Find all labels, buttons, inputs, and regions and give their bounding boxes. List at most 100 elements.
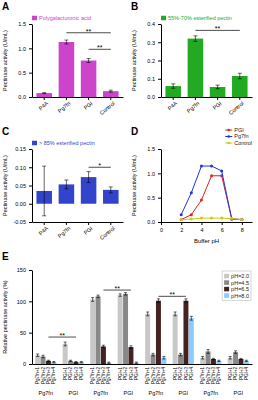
legend: Polygalacturonic acid — [32, 15, 91, 21]
legend-entry: pH=6.5 — [224, 286, 249, 292]
tick-mark — [29, 73, 32, 74]
point — [240, 218, 243, 221]
x-axis: 02468 — [160, 222, 253, 233]
tick-mark — [29, 48, 32, 49]
tick-label: Pg7fn — [57, 100, 72, 114]
bar-label: PGI+2 — [68, 367, 73, 380]
bar — [216, 361, 221, 364]
legend-entry: > 85% esterified pectin — [32, 140, 95, 146]
point — [210, 217, 213, 220]
bar — [173, 314, 178, 364]
tick: 6 — [221, 222, 224, 233]
tick: PGI — [212, 97, 223, 111]
tick-mark — [158, 61, 161, 62]
tick-label: 0.0 — [147, 219, 155, 225]
error-bar — [174, 312, 177, 316]
bar — [211, 359, 216, 364]
x-axis: P4APg7fnPGIControl — [162, 97, 253, 116]
tick-mark — [110, 97, 111, 100]
bar — [106, 363, 111, 364]
error-bar — [36, 354, 39, 357]
line — [181, 176, 242, 220]
tick-label: PGI — [212, 100, 223, 111]
panel-label: C — [2, 126, 9, 137]
y-axis: -0.050.000.050.100.15 — [13, 146, 32, 225]
tick: 0.0 — [147, 219, 161, 225]
tick: 0.3 — [147, 40, 161, 46]
tick-mark — [158, 42, 161, 43]
tick: 0.2 — [147, 58, 161, 64]
legend-entry: Pg7fn — [225, 133, 248, 139]
panel: E050100150Relative pectinase activity (%… — [2, 251, 253, 396]
legend-entry: pH=4.5 — [224, 280, 249, 286]
legend-label: pH=4.5 — [231, 280, 249, 286]
error-bar — [201, 356, 204, 359]
tick: Control — [227, 97, 244, 116]
bar-label: Pg7fn+1 — [90, 367, 95, 384]
bar — [79, 362, 84, 364]
marks — [36, 166, 118, 216]
tick-label: Pg7fn — [57, 225, 72, 239]
point — [190, 191, 193, 194]
tick-mark — [242, 222, 243, 225]
legend-label: pH=2.0 — [231, 273, 249, 279]
axis-line — [162, 222, 253, 223]
tick-mark — [66, 97, 67, 100]
error-bar — [217, 360, 220, 361]
tick-label: 0.3 — [147, 40, 155, 46]
tick: 50 — [20, 330, 32, 336]
tick-mark — [239, 97, 240, 100]
group-label: PGI — [69, 390, 79, 396]
legend: pH=2.0pH=4.5pH=6.5pH=8.0 — [222, 271, 251, 301]
tick-mark — [66, 222, 67, 225]
tick-label: 0.2 — [147, 58, 155, 64]
y-axis-title: Pectinase activity (U/mL) — [131, 30, 137, 91]
error-bar — [135, 362, 138, 363]
axis-line — [32, 271, 33, 365]
tick-label: 1.0 — [147, 171, 155, 177]
y-axis: 050100150 — [17, 267, 33, 367]
error-bar — [87, 59, 91, 63]
tick-label: 0.4 — [147, 21, 155, 27]
tick-label: 0.5 — [147, 195, 155, 201]
legend-entry: Control — [225, 140, 252, 146]
tick: 0 — [160, 222, 163, 233]
plot: 0.00.10.20.30.4Pectinase activity (U/mL)… — [131, 15, 253, 116]
point — [180, 218, 183, 221]
error-bar — [47, 360, 50, 361]
bar-label: PGI+4 — [134, 367, 139, 380]
tick-label: PGI — [83, 100, 94, 111]
tick-label: 1.0 — [18, 46, 26, 52]
panel-label: A — [2, 1, 9, 12]
error-bar — [234, 351, 237, 354]
bar — [103, 91, 119, 97]
tick-label: Control — [227, 100, 244, 116]
tick: 1.5 — [147, 146, 161, 152]
axis-line — [32, 25, 33, 98]
tick: 2 — [180, 222, 183, 233]
tick: 0.0 — [147, 94, 161, 100]
tick-label: 2 — [180, 227, 183, 233]
error-bar — [190, 316, 193, 320]
legend: PGIPg7fnControl — [225, 127, 252, 146]
tick-mark — [29, 270, 32, 271]
bar-label: Pg7fn+4 — [51, 367, 56, 384]
tick-label: 0.0 — [18, 94, 26, 100]
bar-label: Pg7fn+1 — [200, 367, 205, 384]
bar — [101, 346, 106, 364]
error-bar — [162, 356, 165, 359]
bar — [90, 299, 95, 364]
bar-label: PGI+3 — [184, 367, 189, 380]
tick-label: 0.5 — [18, 70, 26, 76]
point — [200, 165, 203, 168]
x-axis — [33, 364, 253, 365]
error-bar — [74, 361, 77, 362]
error-bar — [42, 166, 46, 216]
tick: PGI — [83, 97, 94, 111]
tick-mark — [158, 79, 161, 80]
bar-label: Pg7fn+1 — [145, 367, 150, 384]
tick-label: 4 — [200, 227, 203, 233]
error-bar — [119, 294, 122, 297]
point — [190, 218, 193, 221]
tick: Control — [98, 97, 115, 116]
